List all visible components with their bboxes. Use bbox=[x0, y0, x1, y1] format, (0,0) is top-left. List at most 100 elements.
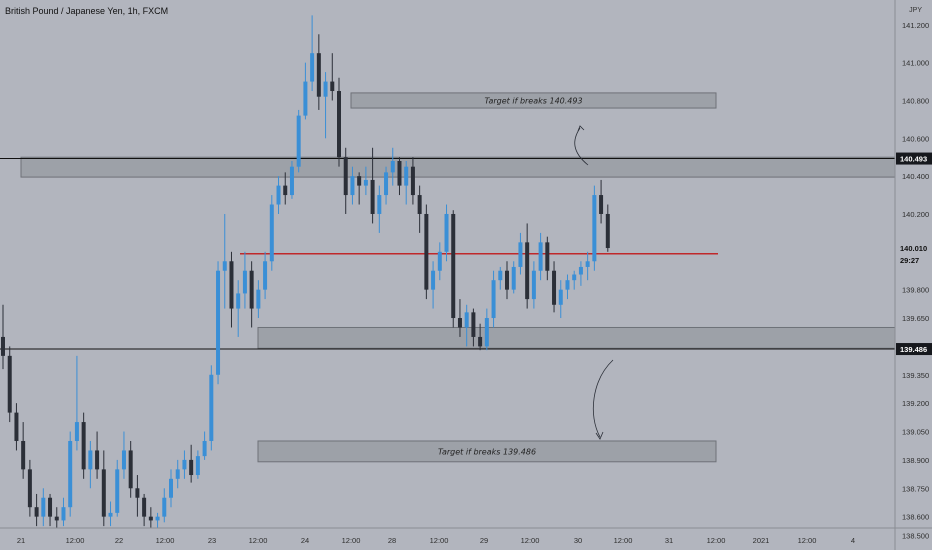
upper-target-zone bbox=[350, 92, 717, 109]
candle-body bbox=[162, 497, 167, 517]
candle-body bbox=[457, 318, 462, 328]
candle-body bbox=[330, 81, 335, 92]
upper-target-zone-label: Target if breaks 140.493 bbox=[484, 96, 582, 105]
candle-body bbox=[491, 280, 496, 319]
candle-body bbox=[538, 242, 543, 271]
candle-body bbox=[565, 280, 570, 290]
candle-body bbox=[552, 270, 557, 305]
candle-body bbox=[384, 172, 389, 196]
candle-body bbox=[545, 242, 550, 271]
candle-body bbox=[484, 318, 489, 347]
candle-body bbox=[54, 516, 59, 521]
candle-body bbox=[424, 213, 429, 290]
y-tick-label: 139.200 bbox=[902, 399, 929, 408]
candle-body bbox=[182, 459, 187, 470]
x-tick-label: 12:00 bbox=[66, 536, 85, 545]
candle-body bbox=[189, 459, 194, 476]
x-tick-label: 28 bbox=[388, 536, 396, 545]
upper_level-tag bbox=[896, 152, 932, 165]
candle-body bbox=[155, 516, 160, 521]
lower_level-tag-label: 139.486 bbox=[900, 345, 927, 354]
y-tick-label: 141.200 bbox=[902, 21, 929, 30]
x-tick-label: 31 bbox=[665, 536, 673, 545]
y-tick-label: 140.400 bbox=[902, 172, 929, 181]
candle-body bbox=[101, 469, 106, 517]
candle-body bbox=[95, 450, 100, 470]
y-tick-label: 138.900 bbox=[902, 456, 929, 465]
y-tick-label: 141.000 bbox=[902, 59, 929, 68]
candle-body bbox=[48, 497, 53, 517]
candle-body bbox=[289, 166, 294, 196]
candle-body bbox=[81, 422, 86, 470]
candle-body bbox=[350, 176, 355, 196]
lower-target-zone bbox=[257, 440, 717, 463]
y-tick-label: 140.200 bbox=[902, 210, 929, 219]
candle-body bbox=[41, 497, 46, 517]
y-tick-label: 138.500 bbox=[902, 532, 929, 541]
candle-body bbox=[303, 81, 308, 116]
candle-body bbox=[222, 261, 227, 271]
y-tick-label: 139.800 bbox=[902, 286, 929, 295]
x-tick-label: 24 bbox=[301, 536, 309, 545]
candle-body bbox=[296, 115, 301, 167]
candle-body bbox=[337, 91, 341, 158]
x-tick-label: 12:00 bbox=[249, 536, 268, 545]
candle-body bbox=[276, 185, 281, 205]
countdown-tag bbox=[896, 254, 932, 267]
candle-body bbox=[242, 270, 247, 294]
candle-body bbox=[599, 195, 604, 214]
candle-body bbox=[310, 53, 315, 82]
candle-body bbox=[229, 261, 234, 309]
candle-body bbox=[236, 293, 241, 309]
x-tick-label: 12:00 bbox=[430, 536, 449, 545]
x-tick-label: 12:00 bbox=[342, 536, 361, 545]
candle-body bbox=[169, 478, 173, 498]
candle-body bbox=[283, 185, 288, 196]
y-tick-label: 139.650 bbox=[902, 314, 929, 323]
candle-body bbox=[263, 261, 268, 290]
candle-body bbox=[357, 176, 362, 186]
candle-body bbox=[478, 336, 483, 347]
x-tick-label: 30 bbox=[574, 536, 582, 545]
x-tick-label: 22 bbox=[115, 536, 123, 545]
candle-body bbox=[498, 270, 503, 281]
candle-body bbox=[410, 166, 415, 196]
candle-body bbox=[592, 195, 597, 262]
candle-body bbox=[370, 179, 375, 214]
candle-body bbox=[431, 270, 436, 290]
x-tick-label: 4 bbox=[851, 536, 855, 545]
candle-body bbox=[108, 512, 113, 517]
candle-body bbox=[578, 266, 583, 275]
candle-body bbox=[363, 179, 368, 186]
candle-body bbox=[256, 289, 261, 309]
candle-body bbox=[505, 270, 509, 290]
candle-body bbox=[605, 213, 610, 249]
lower_level-tag bbox=[896, 343, 932, 356]
candle-body bbox=[316, 53, 321, 97]
candle-body bbox=[148, 516, 153, 521]
x-tick-label: 2021 bbox=[753, 536, 770, 545]
symbol-title: British Pound / Japanese Yen, 1h, FXCM bbox=[5, 6, 169, 16]
upper-support-zone bbox=[20, 156, 896, 178]
candle-body bbox=[68, 440, 73, 508]
candle-body bbox=[195, 456, 200, 476]
candle-body bbox=[471, 312, 476, 337]
x-tick-label: 12:00 bbox=[521, 536, 540, 545]
candle-body bbox=[451, 213, 456, 319]
y-tick-label: 140.800 bbox=[902, 96, 929, 105]
countdown-tag-label: 29:27 bbox=[900, 256, 919, 265]
candle-body bbox=[531, 270, 536, 300]
candle-body bbox=[323, 81, 328, 97]
candle-body bbox=[115, 469, 120, 513]
candle-body bbox=[404, 166, 409, 186]
candle-body bbox=[444, 213, 449, 252]
y-tick-label: 138.750 bbox=[902, 484, 929, 493]
y-tick-label: 138.600 bbox=[902, 513, 929, 522]
candle-body bbox=[27, 469, 32, 508]
candle-body bbox=[377, 195, 382, 214]
lower-target-zone-label: Target if breaks 139.486 bbox=[438, 447, 536, 456]
candle-body bbox=[397, 161, 402, 186]
